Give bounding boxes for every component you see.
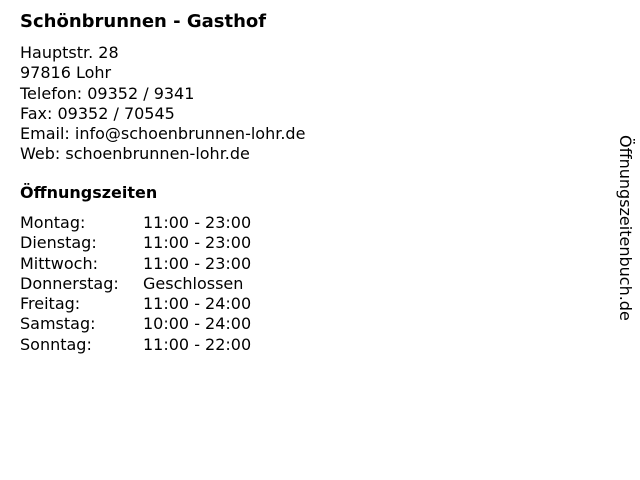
day: Freitag: xyxy=(20,294,81,314)
time: 10:00 - 24:00 xyxy=(143,314,252,334)
time: 11:00 - 23:00 xyxy=(143,253,252,273)
hours-row: Donnerstag: Geschlossen xyxy=(20,274,251,294)
day: Sonntag: xyxy=(20,334,92,354)
day: Samstag: xyxy=(20,314,96,334)
email: Email: info@schoenbrunnen-lohr.de xyxy=(20,124,306,144)
hours-row: Freitag: 11:00 - 24:00 xyxy=(20,294,251,314)
hours-table: Montag: 11:00 - 23:00 Dienstag: 11:00 - 23… xyxy=(20,213,251,355)
phone: Telefon: 09352 / 9341 xyxy=(20,83,195,103)
day: Dienstag: xyxy=(20,233,97,253)
hours-row: Sonntag: 11:00 - 22:00 xyxy=(20,335,251,355)
fax: Fax: 09352 / 70545 xyxy=(20,103,175,123)
page-title: Schönbrunnen - Gasthof xyxy=(20,11,267,32)
hours-row: Montag: 11:00 - 23:00 xyxy=(20,213,251,233)
time: 11:00 - 22:00 xyxy=(143,334,252,354)
time: 11:00 - 23:00 xyxy=(143,213,252,232)
city: 97816 Lohr xyxy=(20,63,112,83)
hours-row: Dienstag: 11:00 - 23:00 xyxy=(20,233,251,253)
street: Hauptstr. 28 xyxy=(20,43,119,62)
day: Donnerstag: xyxy=(20,273,119,293)
time: 11:00 - 23:00 xyxy=(143,233,252,253)
hours-heading: Öffnungszeiten xyxy=(20,183,158,202)
address-block: Hauptstr. 28 97816 Lohr Telefon: 09352 /… xyxy=(20,43,305,165)
day: Montag: xyxy=(20,213,86,232)
website: Web: schoenbrunnen-lohr.de xyxy=(20,144,250,164)
hours-row: Samstag: 10:00 - 24:00 xyxy=(20,314,251,334)
time: Geschlossen xyxy=(143,273,244,293)
time: 11:00 - 24:00 xyxy=(143,294,252,314)
day: Mittwoch: xyxy=(20,253,98,273)
side-brand: Öffnungszeitenbuch.de xyxy=(616,135,635,321)
hours-row: Mittwoch: 11:00 - 23:00 xyxy=(20,254,251,274)
